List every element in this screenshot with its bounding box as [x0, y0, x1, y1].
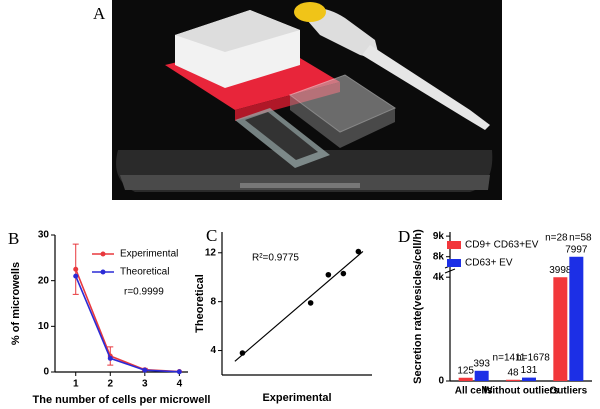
panel-label: A — [93, 4, 106, 23]
y-tick-label: 4k — [433, 272, 445, 283]
y-tick-label: 9k — [433, 231, 445, 242]
series-line — [74, 275, 180, 373]
x-tick-label: Outliers — [549, 386, 587, 397]
value-label: 48 — [507, 367, 519, 378]
microwell-array — [245, 112, 318, 160]
data-point — [176, 369, 182, 375]
bar — [506, 379, 520, 381]
data-point — [107, 355, 113, 361]
photo — [112, 0, 502, 200]
y-tick-label: 0 — [438, 376, 444, 387]
value-label: 125 — [457, 365, 474, 376]
y-axis-label: Secretion rate(vesicles/cell/h) — [412, 229, 424, 384]
y-tick-label: 20 — [38, 275, 50, 286]
pipette-button — [294, 2, 326, 22]
legend-marker — [100, 269, 106, 275]
data-point — [307, 300, 314, 306]
plastic-holder-side — [290, 95, 395, 148]
bar — [522, 377, 536, 381]
series-line — [74, 268, 180, 373]
x-tick-label: All cells — [455, 386, 493, 397]
data-point — [73, 266, 79, 272]
panel-label: C — [206, 226, 217, 245]
y-tick-label: 12 — [205, 247, 217, 258]
legend-marker — [100, 251, 106, 257]
x-tick-label: 2 — [107, 379, 113, 390]
legend-swatch — [447, 259, 461, 267]
legend-label: CD9+ CD63+EV — [465, 240, 539, 251]
x-axis-label: The number of cells per microwell — [33, 394, 211, 406]
value-label: 7997 — [565, 244, 588, 255]
fit-line — [234, 251, 364, 362]
tip-box-top — [175, 10, 300, 52]
x-tick-label: 3 — [142, 379, 148, 390]
bar — [569, 256, 584, 381]
y-axis-label: Theoretical — [194, 274, 206, 333]
data-point — [325, 271, 332, 278]
data-point — [340, 270, 347, 277]
bar — [553, 277, 568, 381]
legend-label: Theoretical — [120, 267, 169, 278]
x-tick-label: Without outliers — [483, 386, 559, 397]
value-label: 393 — [473, 358, 490, 369]
data-point — [239, 350, 246, 356]
panel-label: D — [398, 227, 410, 246]
n-label: n=58 — [569, 232, 592, 243]
scanner-buttons — [240, 183, 360, 188]
y-axis-label: % of microwells — [10, 262, 22, 345]
value-label: 3998 — [549, 265, 572, 276]
value-label: 131 — [521, 365, 538, 376]
y-tick-label: 4 — [210, 345, 216, 356]
data-point — [355, 248, 362, 255]
panel-label: B — [8, 229, 19, 248]
annotation: r=0.9999 — [124, 287, 164, 298]
legend-label: Experimental — [120, 249, 178, 260]
data-point — [142, 367, 148, 373]
n-label: n=1678 — [516, 353, 550, 364]
pipette-shaft — [362, 45, 490, 130]
data-point — [73, 273, 79, 279]
bar — [474, 370, 489, 381]
y-tick-label: 10 — [38, 321, 50, 332]
legend-swatch — [447, 241, 461, 249]
n-label: n=28 — [545, 233, 568, 244]
n-label: n=1411 — [493, 353, 526, 364]
x-tick-label: 1 — [73, 379, 79, 390]
x-axis-label: Experimental — [262, 392, 331, 404]
scanner-edge — [120, 175, 490, 190]
pipette-body — [300, 8, 380, 60]
y-tick-label: 30 — [38, 230, 50, 241]
x-tick-label: 4 — [177, 379, 183, 390]
y-tick-label: 0 — [43, 367, 49, 378]
legend-label: CD63+ EV — [465, 258, 513, 269]
y-tick-label: 8k — [433, 251, 445, 262]
y-tick-label: 8 — [210, 296, 216, 307]
bar — [458, 377, 473, 381]
annotation: R²=0.9775 — [252, 253, 299, 264]
